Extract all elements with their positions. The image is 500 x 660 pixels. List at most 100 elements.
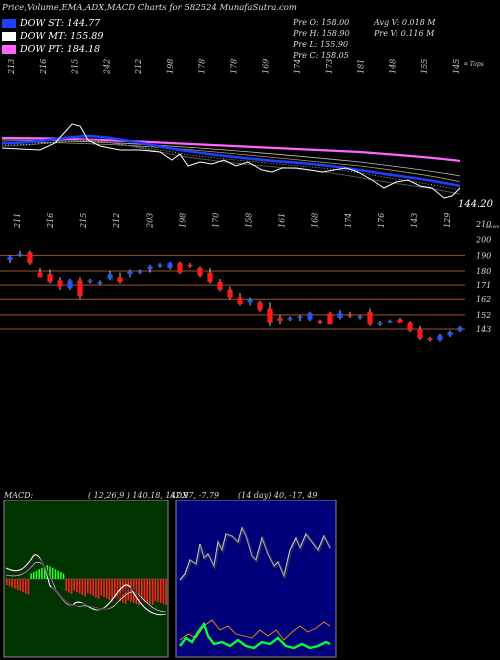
candle-body xyxy=(417,329,423,339)
macd-histogram-bar xyxy=(76,579,78,592)
candle-body xyxy=(227,289,233,298)
macd-histogram-bar xyxy=(149,579,151,604)
candle-body xyxy=(77,280,83,297)
candle-body xyxy=(317,321,323,323)
adx-line xyxy=(179,621,331,650)
price-axis-tick: 200 xyxy=(475,236,491,245)
price-axis-tick: 143 xyxy=(476,325,491,334)
price-axis-tick: 152 xyxy=(476,311,491,320)
candle-body xyxy=(277,318,283,322)
lower-price-label: 168 xyxy=(311,213,320,228)
candle-body xyxy=(357,316,363,319)
macd-histogram-bar xyxy=(84,579,86,597)
macd-histogram-bar xyxy=(70,579,73,594)
legend-swatch-st xyxy=(2,19,16,28)
stat-prev-volume: Pre V: 0.116 M xyxy=(374,29,435,38)
macd-label: MACD: xyxy=(4,491,34,500)
macd-histogram-bar xyxy=(89,579,92,595)
legend-label-st: DOW ST: 144.77 xyxy=(20,18,101,29)
upper-price-label: 216 xyxy=(39,59,48,75)
candle-body xyxy=(67,280,73,289)
macd-histogram-bar xyxy=(146,579,148,603)
adx-di-plus-shadow xyxy=(180,525,333,582)
lows-label: Lows xyxy=(485,224,500,230)
candle-body xyxy=(437,335,443,340)
macd-histogram-bar xyxy=(51,567,54,579)
candle-body xyxy=(327,313,333,325)
upper-price-label: 173 xyxy=(325,59,334,74)
legend-item-st: DOW ST: 144.77 xyxy=(2,18,100,29)
macd-histogram-bar xyxy=(154,579,157,601)
candle-body xyxy=(337,313,343,319)
candle-body xyxy=(257,302,263,311)
macd-chart xyxy=(3,500,337,658)
macd-histogram-bar xyxy=(8,579,11,587)
macd-histogram-bar xyxy=(162,579,165,604)
macd-histogram-bar xyxy=(95,579,97,598)
macd-histogram-bar xyxy=(43,566,46,579)
macd-histogram-bar xyxy=(78,579,81,594)
macd-histogram-bar xyxy=(73,579,76,591)
macd-histogram-bar xyxy=(103,579,105,597)
signal-line xyxy=(5,561,167,613)
ema-mid-line xyxy=(1,139,461,177)
candle-body xyxy=(267,308,273,323)
candle-body xyxy=(177,263,183,273)
macd-histogram-bar xyxy=(30,573,32,579)
candle-body xyxy=(427,338,433,340)
macd-histogram-bar xyxy=(159,579,162,603)
macd-histogram-bar xyxy=(38,569,40,579)
upper-price-label: 215 xyxy=(71,59,80,75)
upper-price-label: 169 xyxy=(261,59,270,74)
macd-histogram-bar xyxy=(87,579,89,593)
macd-histogram-bar xyxy=(24,579,27,594)
macd-histogram-bar xyxy=(68,579,70,593)
macd-histogram-bar xyxy=(122,579,124,603)
ema-short-line xyxy=(1,134,461,188)
lower-price-label: 129 xyxy=(443,213,452,228)
upper-price-label: 145 xyxy=(452,59,461,74)
legend-swatch-pt xyxy=(2,45,16,54)
candle-body xyxy=(87,280,93,282)
price-axis-tick: 162 xyxy=(476,295,491,304)
candle-body xyxy=(157,264,163,267)
lower-price-label: 176 xyxy=(377,213,386,228)
macd-histogram-bar xyxy=(11,579,13,588)
price-axis-tick: 190 xyxy=(476,251,491,260)
legend-swatch-mt xyxy=(2,32,16,41)
candle-body xyxy=(297,316,303,319)
candle-body xyxy=(57,280,63,287)
macd-histogram-bar xyxy=(165,579,167,605)
upper-price-label: 178 xyxy=(230,59,239,74)
lower-price-label: 216 xyxy=(46,213,55,229)
price-axis-tick: 210 xyxy=(475,220,491,229)
legend-item-mt: DOW MT: 155.89 xyxy=(2,31,103,42)
candle-body xyxy=(367,311,373,325)
price-axis-tick: 180 xyxy=(476,267,491,276)
chart-title: Price,Volume,EMA,ADX,MACD Charts for 582… xyxy=(2,3,297,13)
macd-histogram-bar xyxy=(130,579,132,602)
macd-histogram-bar xyxy=(49,566,51,579)
lower-price-label: 158 xyxy=(245,213,254,228)
last-value-label: 144.20 xyxy=(458,199,494,210)
candle-body xyxy=(247,299,253,303)
stat-prev-low: Pre L: 155.90 xyxy=(293,40,349,49)
macd-histogram-bar xyxy=(54,569,57,579)
lower-price-label: 170 xyxy=(211,213,220,228)
macd-histogram-bar xyxy=(151,579,154,605)
macd-histogram-bar xyxy=(65,579,67,591)
price-close-line xyxy=(1,123,461,199)
candle-body xyxy=(127,271,133,275)
macd-histogram-bar xyxy=(19,579,22,591)
ema-long-line xyxy=(1,136,461,163)
upper-price-label: 155 xyxy=(420,59,429,74)
legend-item-pt: DOW PT: 184.18 xyxy=(2,44,100,55)
macd-histogram-bar xyxy=(81,579,84,595)
candle-body xyxy=(17,253,23,256)
candle-body xyxy=(37,272,43,278)
candle-body xyxy=(197,267,203,276)
macd-histogram-bar xyxy=(143,579,146,602)
adx-label: ADX xyxy=(170,491,188,500)
lower-price-label: 143 xyxy=(410,213,419,228)
candle-body xyxy=(377,322,383,325)
